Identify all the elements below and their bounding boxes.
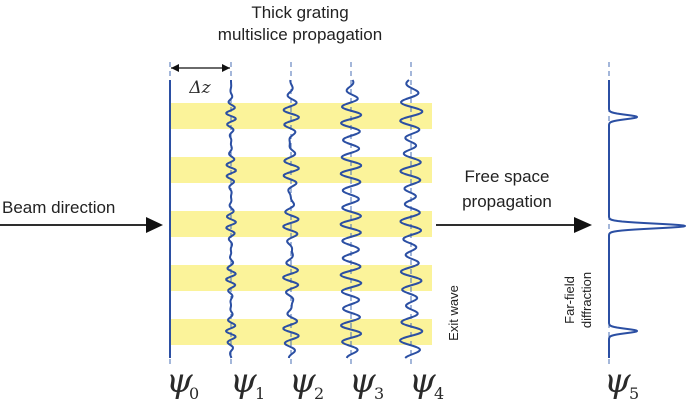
wave-profile-psi-2 — [282, 79, 300, 359]
psi-2-label: ψ 2 — [289, 361, 324, 400]
grating-band — [170, 265, 432, 291]
far-field-line-2: diffraction — [579, 272, 594, 328]
psi-4-subscript: 4 — [434, 384, 444, 400]
wave-profile-psi-1 — [225, 80, 237, 359]
wave-profile-psi-4 — [399, 79, 424, 359]
title-line-1: Thick grating — [251, 3, 348, 22]
beam-arrowhead — [146, 217, 163, 233]
exit-wave-label: Exit wave — [446, 285, 461, 341]
grating-band — [170, 103, 432, 129]
psi-1-symbol: ψ — [230, 361, 257, 400]
psi-5-label: ψ 5 — [604, 361, 639, 400]
psi-1-subscript: 1 — [255, 384, 265, 400]
beam-direction-label: Beam direction — [2, 198, 115, 217]
free-space-line-1: Free space — [464, 167, 549, 186]
far-field-line-1: Far-field — [562, 276, 577, 324]
psi-3-symbol: ψ — [349, 361, 376, 400]
psi-0-label: ψ 0 — [166, 361, 199, 400]
grating-band — [170, 157, 432, 183]
wave-profile-psi-5 — [608, 79, 686, 359]
title-line-2: multislice propagation — [218, 25, 382, 44]
psi-3-subscript: 3 — [374, 384, 384, 400]
psi-2-subscript: 2 — [314, 384, 324, 400]
grating-bands — [170, 103, 432, 345]
delta-z-arrowhead-right — [222, 64, 230, 72]
psi-4-label: ψ 4 — [409, 361, 444, 400]
psi-5-symbol: ψ — [604, 361, 631, 400]
psi-1-label: ψ 1 — [230, 361, 265, 400]
psi-0-subscript: 0 — [189, 384, 199, 400]
free-space-line-2: propagation — [462, 192, 552, 211]
wave-profiles — [169, 79, 686, 359]
psi-2-symbol: ψ — [289, 361, 316, 400]
psi-4-symbol: ψ — [409, 361, 436, 400]
psi-3-label: ψ 3 — [349, 361, 384, 400]
psi-5-subscript: 5 — [629, 384, 639, 400]
grating-band — [170, 211, 432, 237]
free-space-arrowhead — [574, 217, 592, 233]
psi-0-symbol: ψ — [166, 361, 193, 400]
grating-band — [170, 319, 432, 345]
delta-z-arrowhead-left — [171, 64, 179, 72]
delta-z-label: Δz — [188, 78, 211, 98]
wave-profile-psi-3 — [339, 79, 363, 359]
